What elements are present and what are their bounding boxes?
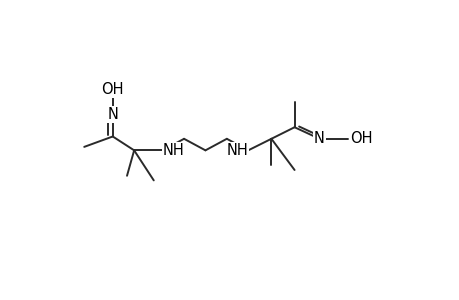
Text: N: N (313, 131, 324, 146)
Text: OH: OH (349, 131, 371, 146)
Text: OH: OH (101, 82, 124, 97)
Text: NH: NH (226, 143, 248, 158)
Text: NH: NH (162, 143, 184, 158)
Text: N: N (107, 107, 118, 122)
